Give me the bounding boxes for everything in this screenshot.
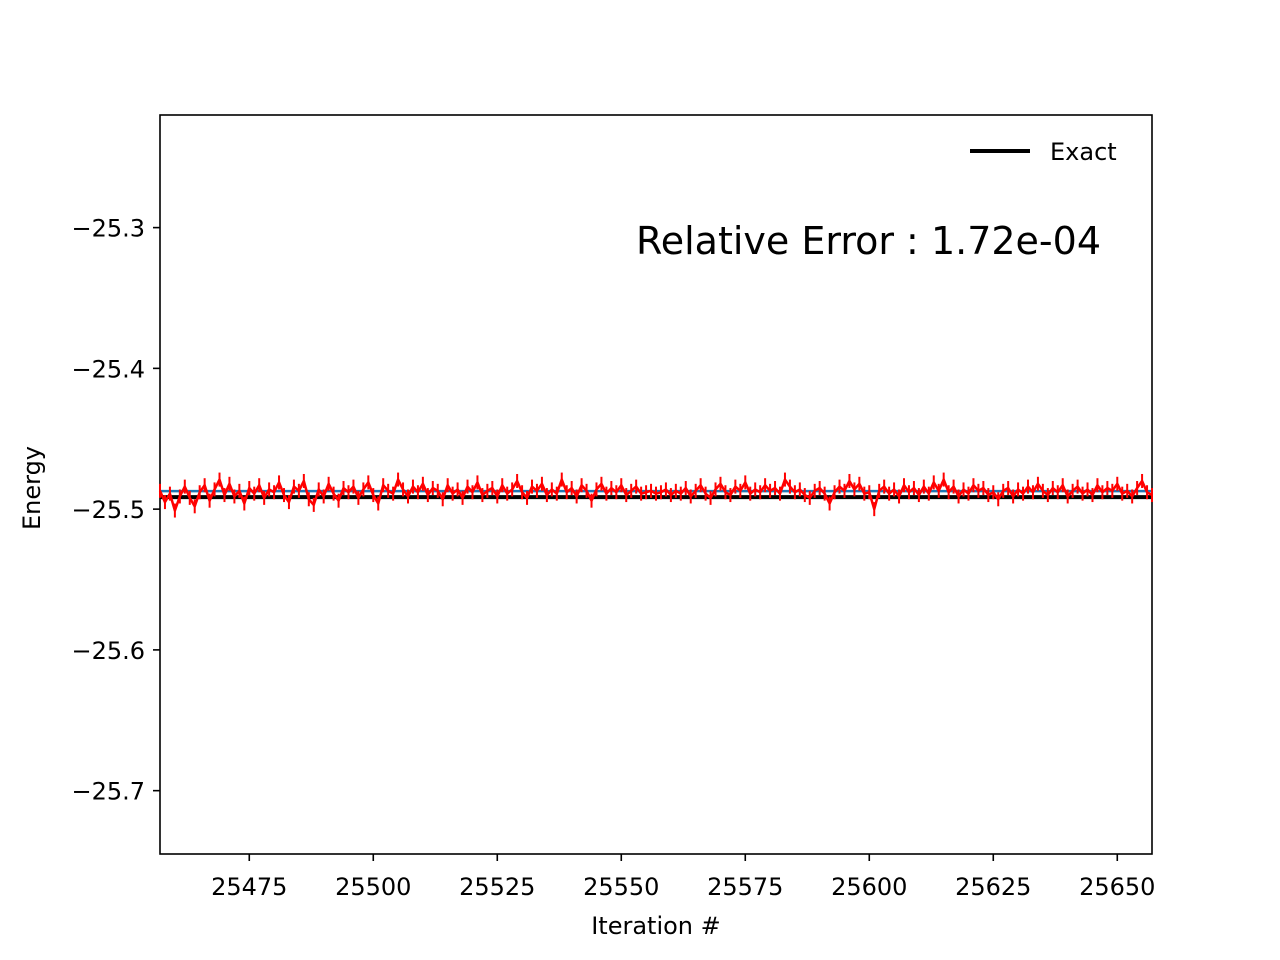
y-tick-label: −25.4 (71, 355, 145, 383)
x-axis-ticks: 25475 25500 25525 25550 25575 25600 25625 25650 (211, 854, 1155, 901)
legend: Exact (970, 138, 1117, 166)
x-tick-label: 25550 (583, 873, 659, 901)
x-tick-label: 25650 (1079, 873, 1155, 901)
legend-label-exact: Exact (1050, 138, 1117, 166)
x-tick-label: 25525 (459, 873, 535, 901)
series-layer (158, 472, 1153, 518)
plot-area (158, 114, 1153, 855)
y-tick-label: −25.5 (71, 496, 145, 524)
y-axis-ticks: −25.3 −25.4 −25.5 −25.6 −25.7 (71, 215, 160, 806)
x-axis-label: Iteration # (591, 912, 721, 940)
y-tick-label: −25.6 (71, 637, 145, 665)
energy-series-line (158, 478, 1153, 512)
x-tick-label: 25500 (335, 873, 411, 901)
y-tick-label: −25.7 (71, 778, 145, 806)
relative-error-annotation: Relative Error : 1.72e-04 (636, 219, 1101, 263)
x-tick-label: 25575 (707, 873, 783, 901)
y-tick-label: −25.3 (71, 215, 145, 243)
x-tick-label: 25600 (831, 873, 907, 901)
x-tick-label: 25625 (955, 873, 1031, 901)
y-axis-label: Energy (18, 446, 46, 530)
x-tick-label: 25475 (211, 873, 287, 901)
